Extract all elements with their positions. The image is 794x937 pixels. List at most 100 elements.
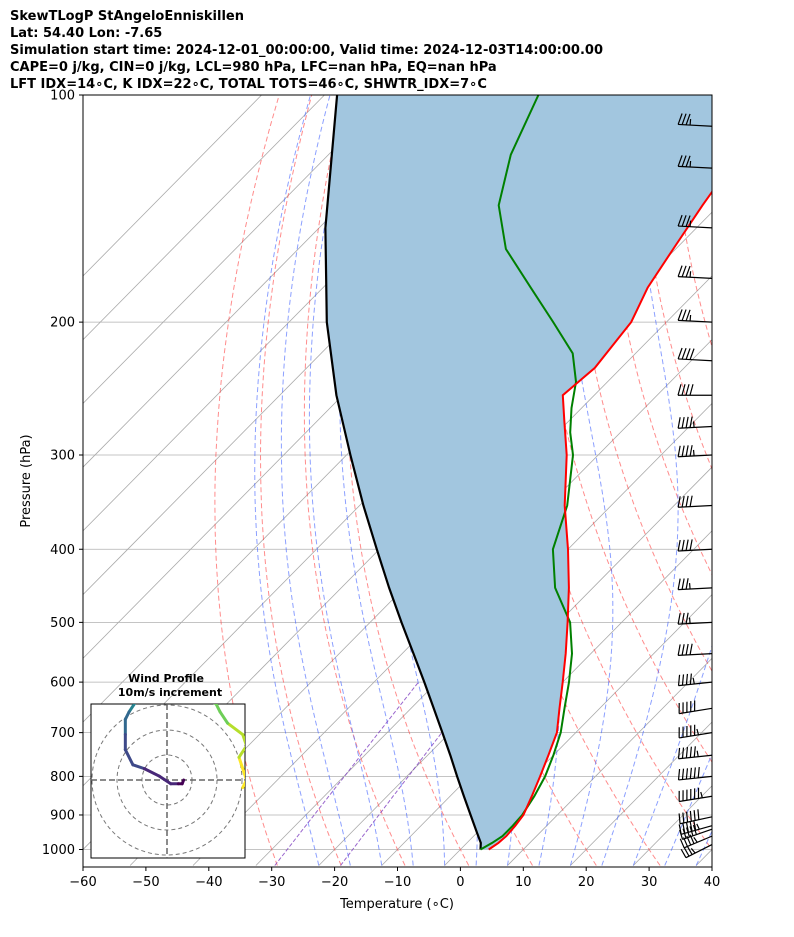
barb-half-flag: [688, 582, 691, 590]
barb-flag: [681, 578, 685, 590]
wind-barb: [678, 787, 713, 803]
isotherm-line: [570, 721, 712, 866]
dry-adiabat: [702, 95, 712, 182]
hodograph-segment: [131, 763, 146, 771]
barb-flag: [685, 747, 689, 759]
barb-flag: [677, 539, 681, 552]
wind-barb: [680, 844, 713, 859]
wind-barb: [677, 578, 713, 591]
barb-flag: [677, 644, 681, 656]
moist-adiabat: [601, 95, 679, 866]
inset-title: Wind Profile: [128, 672, 204, 685]
barb-half-flag: [700, 791, 703, 798]
dry-adiabat: [637, 95, 712, 471]
barb-flag: [685, 215, 691, 227]
barb-staff: [678, 165, 713, 169]
barb-flag: [677, 496, 681, 508]
barb-flag: [689, 445, 693, 457]
barb-flag: [689, 746, 692, 758]
hodograph-segment: [157, 774, 173, 786]
barb-flag: [685, 768, 689, 780]
y-axis-label: Pressure (hPa): [19, 434, 34, 527]
hodograph-segment: [241, 779, 245, 790]
barb-flag: [681, 215, 687, 227]
barb-flag: [677, 417, 681, 429]
barb-staff: [678, 681, 713, 687]
parcel-shading: [325, 95, 712, 850]
inset-content: [91, 704, 245, 858]
barb-flag: [677, 309, 683, 321]
barb-staff: [681, 825, 713, 835]
dry-adiabat: [735, 95, 794, 866]
barb-flag: [677, 613, 681, 625]
wind-barb: [677, 113, 713, 127]
barb-staff: [678, 358, 713, 362]
barb-flag: [689, 348, 695, 360]
moist-adiabat: [664, 752, 712, 866]
profiles: [324, 95, 712, 851]
wind-barbs: [677, 113, 713, 859]
hodograph-segment: [237, 755, 245, 771]
barb-flag: [689, 643, 693, 655]
x-tick-label: 10: [515, 875, 532, 890]
barb-flag: [677, 445, 681, 457]
barb-half-flag: [689, 271, 692, 278]
barb-staff: [678, 775, 713, 781]
barb-staff: [678, 454, 713, 458]
barb-half-flag: [693, 837, 698, 843]
dry-adiabat: [346, 95, 470, 866]
barb-staff: [678, 123, 713, 127]
x-tick-label: −50: [132, 875, 159, 890]
cape-line: CAPE=0 j/kg, CIN=0 j/kg, LCL=980 hPa, LF…: [10, 60, 497, 75]
wind-barb: [677, 643, 713, 656]
hodograph-segment: [123, 748, 135, 767]
y-tick-label: 500: [50, 616, 75, 631]
x-tick-label: −40: [195, 875, 222, 890]
dry-adiabat: [604, 95, 712, 576]
barb-flag: [697, 766, 700, 778]
barb-flag: [681, 309, 687, 321]
parcel-profile-line: [324, 95, 482, 850]
wind-barb: [677, 673, 713, 687]
wind-barb: [677, 384, 712, 396]
barb-flag: [681, 768, 685, 780]
barb-flag: [689, 810, 692, 822]
x-tick-label: −20: [321, 875, 348, 890]
barb-flag: [685, 445, 689, 457]
wind-barb: [678, 820, 713, 835]
barb-flag: [677, 155, 683, 167]
temperature-line: [488, 190, 712, 851]
barb-flag: [685, 384, 690, 396]
barb-flag: [677, 214, 683, 227]
barb-flag: [681, 445, 685, 457]
hodograph-segment: [241, 733, 245, 747]
barb-half-flag: [690, 848, 696, 854]
barb-flag: [685, 612, 689, 624]
mixing-ratio-line: [274, 681, 419, 866]
y-tick-label: 600: [50, 676, 75, 691]
barb-staff: [678, 548, 713, 552]
y-tick-label: 100: [50, 89, 75, 104]
barb-flag: [685, 113, 691, 126]
x-tick-label: −60: [69, 875, 96, 890]
barb-flag: [686, 845, 693, 855]
wind-barb: [677, 347, 713, 362]
barb-staff: [678, 621, 713, 625]
isotherm-line: [507, 657, 712, 866]
barb-half-flag: [688, 617, 691, 624]
barb-half-flag: [696, 728, 700, 735]
barb-flag: [683, 847, 690, 857]
y-tick-label: 400: [50, 543, 75, 558]
barb-flag: [682, 812, 685, 824]
hodograph-segment: [218, 710, 230, 725]
y-tick-label: 900: [50, 808, 75, 823]
isotherm-line: [444, 594, 712, 866]
isotherm-line: [83, 95, 388, 404]
barb-staff: [679, 707, 713, 715]
barb-staff: [678, 425, 713, 429]
chart-title: SkewTLogP StAngeloEnniskillen: [10, 9, 244, 24]
barb-staff: [678, 225, 713, 229]
barb-staff: [678, 504, 713, 508]
hodograph-segment: [127, 704, 137, 714]
barb-flag: [677, 347, 683, 360]
